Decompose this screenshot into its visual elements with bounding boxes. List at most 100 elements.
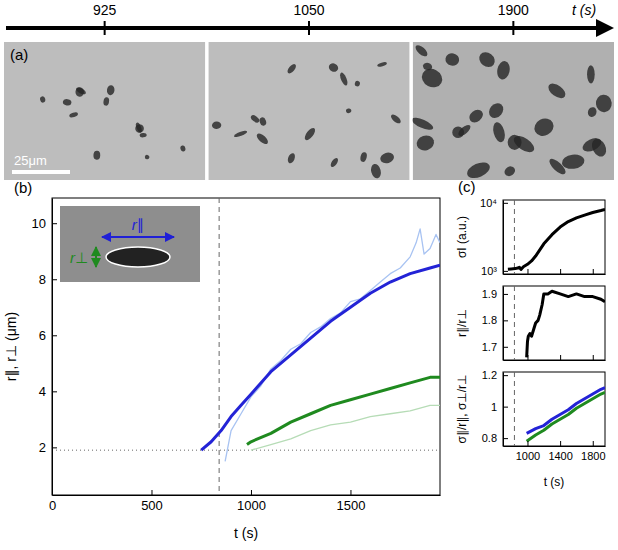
series-line [527, 392, 605, 441]
panel-3: 1.71.81.9r∥/r⊥ [455, 286, 606, 361]
x-axis-line [504, 446, 606, 447]
y-tick-mark [503, 407, 508, 408]
axis-title: σ∥/r∥, σ⊥/r⊥ [455, 374, 469, 443]
micrograph-feature [467, 107, 485, 125]
micrograph-feature [286, 63, 298, 75]
micrograph-feature [75, 87, 84, 97]
micrograph-feature [144, 154, 149, 159]
panel-2: 10³10⁴σI (a.u.)(c) [455, 178, 606, 277]
y-tick-mark [503, 347, 508, 348]
micrograph-feature [414, 43, 430, 58]
series-line [201, 265, 440, 450]
micrograph-feature [180, 145, 186, 152]
micrograph-feature [452, 126, 464, 138]
x-tick-mark [527, 269, 528, 274]
x-tick-label: 1000 [237, 498, 266, 513]
axis-title: t (s) [572, 2, 596, 18]
micrograph-feature [377, 61, 388, 67]
y-tick: 2 [39, 440, 57, 455]
series-line [508, 209, 605, 269]
y-tick: 1 [491, 401, 508, 413]
micrograph-feature [389, 113, 402, 125]
micrograph-feature [286, 152, 296, 164]
y-tick-label: 8 [39, 272, 46, 287]
reference-line-vertical [219, 198, 220, 495]
series-line [527, 291, 605, 357]
micrograph-feature [259, 117, 268, 127]
y-axis: 10³ 10⁴ [480, 197, 508, 277]
y-tick-mark [52, 447, 57, 448]
panel-letter: (b) [14, 179, 32, 196]
y-tick-mark [503, 203, 508, 204]
micrograph-feature [486, 100, 506, 120]
micrograph-feature [413, 115, 435, 132]
y-tick: 1.9 [482, 288, 508, 300]
plot-area [508, 200, 605, 274]
x-axis [504, 269, 606, 275]
axis-title: t (s) [544, 475, 565, 489]
y-tick-label: 10³ [481, 265, 497, 277]
micrograph-background [4, 42, 205, 180]
time-tick [308, 21, 310, 35]
x-axis [504, 355, 606, 361]
y-tick-mark [503, 438, 508, 439]
x-tick: 500 [141, 490, 163, 513]
micrograph-feature [255, 132, 270, 146]
micrograph-feature [233, 130, 247, 139]
x-tick-mark [527, 355, 528, 360]
micrograph-feature [503, 164, 517, 178]
micrograph-background [208, 42, 409, 180]
micrograph [4, 42, 205, 180]
axis-title: σI (a.u.) [455, 216, 469, 258]
time-tick-label: 1050 [293, 2, 324, 18]
plot-frame [503, 372, 605, 446]
y-tick-label: 1 [491, 401, 497, 413]
time-tick-label: 925 [93, 2, 117, 18]
inset-particle [106, 247, 170, 267]
micrograph-feature [327, 62, 339, 73]
micrograph-feature [250, 114, 261, 124]
micrograph-feature [62, 98, 72, 106]
x-tick [593, 269, 594, 274]
micrograph-feature [106, 85, 115, 96]
y-tick-mark [503, 320, 508, 321]
y-tick-mark [503, 375, 508, 376]
micrograph-feature [69, 111, 79, 118]
y-tick-label: 1.2 [482, 369, 497, 381]
micrograph-feature [139, 133, 147, 138]
y-tick-label: 0.8 [482, 432, 497, 444]
micrograph-feature [476, 49, 497, 70]
scale-bar [12, 170, 70, 174]
panel-a: 92510501900t (s)(a)25μm [4, 2, 614, 181]
x-tick: 1000 [237, 490, 266, 513]
plot-frame [503, 200, 605, 274]
x-axis-line [53, 495, 441, 496]
y-tick-mark [503, 294, 508, 295]
panel-4: 1000140018000.811.2t (s)σ∥/r∥, σ⊥/r⊥ [455, 369, 606, 489]
micrograph-feature [39, 96, 46, 103]
x-tick-mark [593, 269, 594, 274]
plot-area [514, 286, 605, 360]
y-tick: 1.7 [482, 341, 508, 353]
y-tick-label: 10 [32, 216, 46, 231]
x-tick-mark [251, 490, 252, 495]
micrograph-feature [212, 121, 222, 129]
plot-area [514, 372, 605, 446]
x-tick-mark [560, 355, 561, 360]
micrograph-feature [507, 134, 522, 150]
x-tick [560, 355, 561, 360]
y-tick: 10⁴ [480, 197, 508, 209]
time-tick [512, 21, 514, 35]
reference-line-vertical [514, 286, 515, 360]
x-tick: 1500 [337, 490, 366, 513]
time-arrow [6, 26, 598, 30]
y-axis-line [503, 201, 504, 275]
x-tick-mark [151, 490, 152, 495]
series-line [225, 229, 440, 462]
axis-title: r∥/r⊥ [455, 309, 469, 337]
x-tick-label: 1400 [548, 450, 572, 462]
x-tick [593, 355, 594, 360]
micrograph-feature [93, 151, 100, 160]
figure: 92510501900t (s)(a)25μmr∥r⊥0500100015002… [0, 0, 618, 550]
y-tick: 0.8 [482, 432, 508, 444]
